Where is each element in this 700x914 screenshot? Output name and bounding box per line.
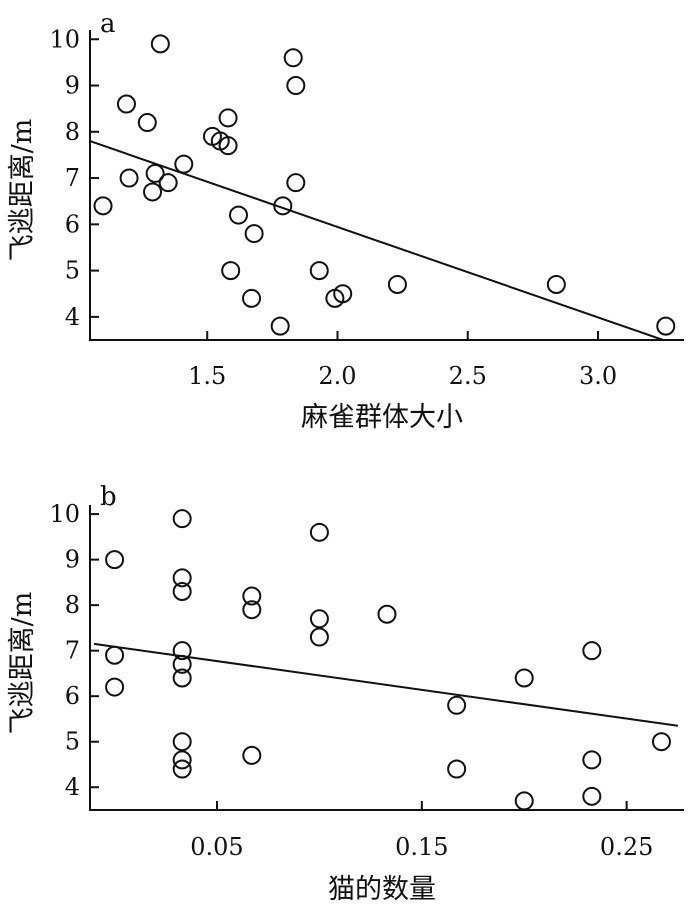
data-point-a	[145, 163, 165, 183]
data-point-b	[172, 732, 192, 752]
data-point-b	[377, 604, 397, 624]
x-axis-title-b: 猫的数量	[328, 874, 436, 905]
data-point-a	[174, 154, 194, 174]
data-point-b	[242, 600, 262, 620]
y-tick-label-b: 4	[65, 773, 80, 801]
y-tick-label-b: 6	[65, 682, 80, 710]
x-axis-title-a: 麻雀群体大小	[301, 402, 463, 433]
y-tick-label-a: 6	[65, 210, 80, 238]
data-point-b	[582, 750, 602, 770]
y-tick-label-a: 4	[65, 303, 80, 331]
data-point-a	[286, 173, 306, 193]
y-tick-label-a: 9	[65, 72, 80, 100]
data-point-b	[172, 581, 192, 601]
data-point-b	[309, 522, 329, 542]
data-point-a	[221, 261, 241, 281]
x-tick-label-b: 0.25	[600, 833, 653, 861]
data-point-a	[333, 284, 353, 304]
data-point-b	[447, 759, 467, 779]
y-tick-label-b: 5	[65, 728, 80, 756]
data-point-a	[119, 168, 139, 188]
data-point-a	[242, 288, 262, 308]
panel-label-b: b	[100, 482, 117, 512]
data-point-b	[172, 750, 192, 770]
data-point-b	[309, 609, 329, 629]
x-tick-label-a: 2.5	[449, 362, 487, 390]
y-tick-label-b: 10	[49, 500, 80, 528]
data-point-a	[273, 196, 293, 216]
data-point-b	[172, 759, 192, 779]
data-point-b	[242, 586, 262, 606]
data-point-b	[514, 668, 534, 688]
y-tick-label-a: 8	[65, 118, 80, 146]
x-tick-label-a: 1.5	[188, 362, 226, 390]
data-point-a	[116, 94, 136, 114]
data-point-b	[447, 695, 467, 715]
y-tick-label-b: 8	[65, 591, 80, 619]
data-point-b	[242, 745, 262, 765]
data-point-a	[546, 274, 566, 294]
data-point-b	[582, 641, 602, 661]
data-point-a	[229, 205, 248, 225]
data-point-b	[309, 627, 329, 647]
y-tick-label-b: 7	[65, 637, 80, 665]
trend-line-a	[89, 140, 664, 341]
data-point-a	[137, 113, 157, 133]
data-point-a	[656, 316, 676, 336]
data-point-b	[172, 654, 192, 674]
data-point-a	[143, 182, 163, 202]
data-point-a	[309, 261, 329, 281]
x-tick-label-a: 3.0	[579, 362, 617, 390]
data-point-a	[286, 76, 306, 96]
data-point-a	[218, 108, 238, 128]
trend-line-b	[93, 642, 678, 727]
data-point-b	[172, 568, 192, 588]
data-point-a	[93, 196, 113, 216]
y-tick-label-a: 10	[49, 25, 80, 53]
data-point-a	[387, 274, 407, 294]
data-point-b	[172, 509, 192, 529]
panel-label-a: a	[100, 9, 116, 39]
axes-panel-b	[89, 505, 684, 811]
x-tick-label-b: 0.05	[190, 833, 243, 861]
data-point-a	[270, 316, 290, 336]
y-tick-label-b: 9	[65, 546, 80, 574]
data-point-b	[105, 677, 125, 697]
y-tick-label-a: 5	[65, 257, 80, 285]
x-tick-label-a: 2.0	[318, 362, 356, 390]
data-point-a	[283, 48, 303, 68]
x-tick-label-b: 0.15	[395, 833, 448, 861]
data-point-b	[105, 550, 125, 570]
data-point-b	[651, 732, 671, 752]
data-point-a	[158, 173, 178, 193]
data-point-b	[514, 791, 534, 811]
data-point-a	[244, 224, 264, 244]
data-point-b	[105, 645, 125, 665]
data-point-a	[150, 34, 170, 54]
y-tick-label-a: 7	[65, 164, 80, 192]
data-point-b	[582, 786, 602, 806]
y-axis-title-a: 飞逃距离/m	[7, 119, 38, 262]
data-point-b	[172, 668, 192, 688]
y-axis-title-b: 飞逃距离/m	[7, 592, 38, 735]
data-point-a	[218, 136, 238, 156]
data-point-b	[172, 641, 192, 661]
axes-panel-a	[89, 30, 684, 341]
